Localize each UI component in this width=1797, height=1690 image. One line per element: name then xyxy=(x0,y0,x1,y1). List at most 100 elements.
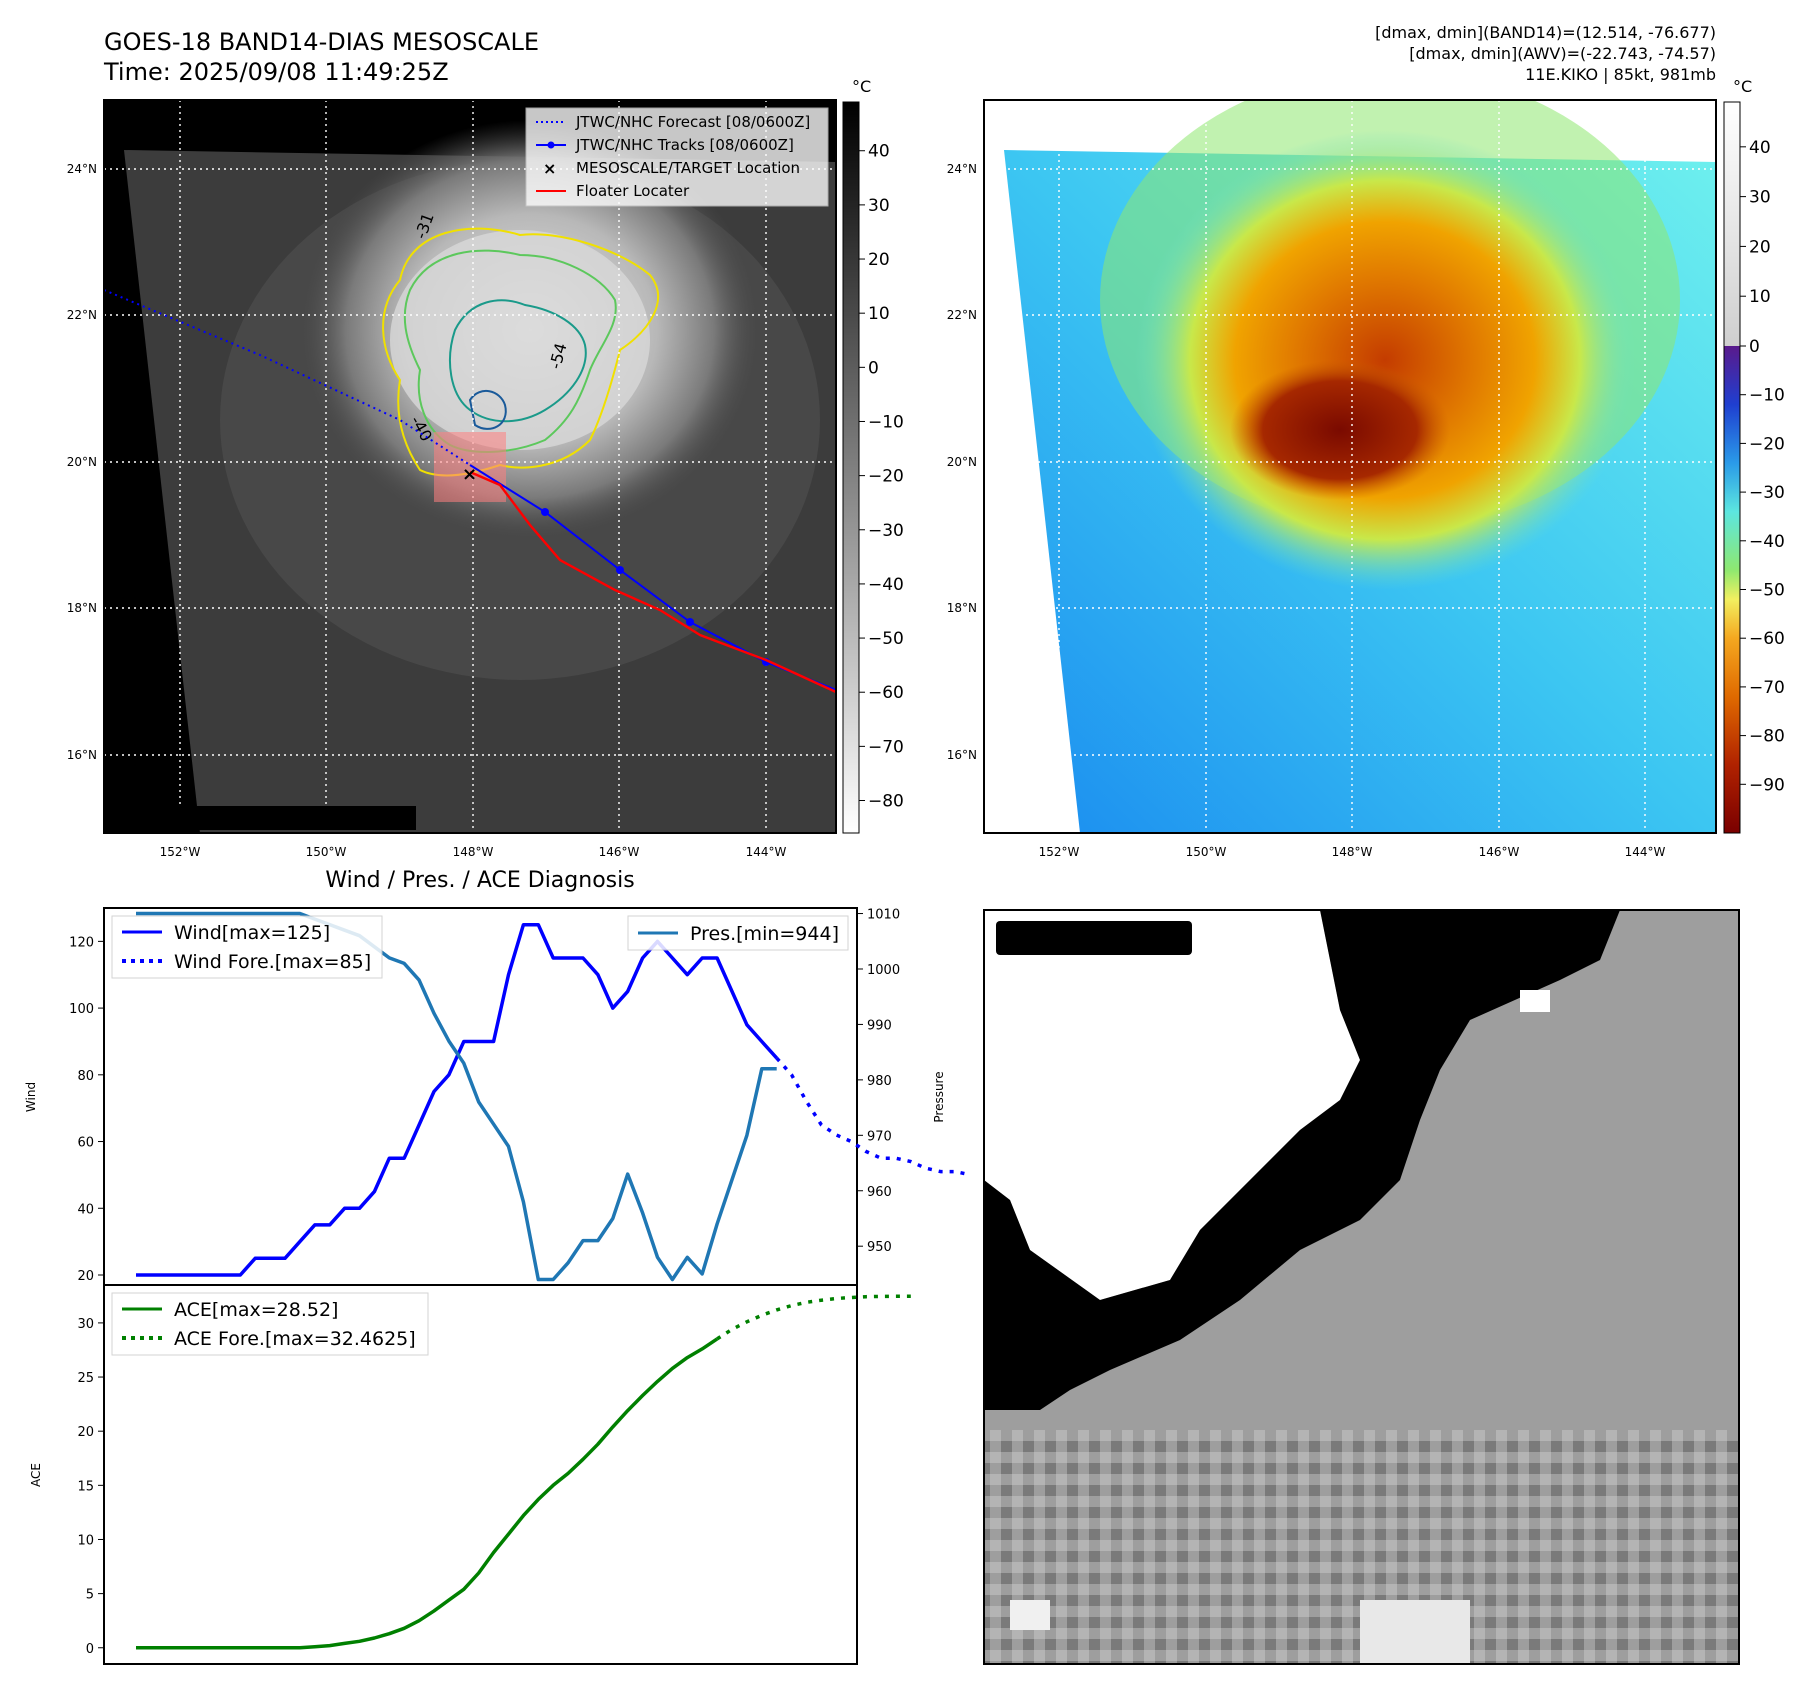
gray-colorbar-tick-6: −20 xyxy=(868,467,904,487)
ir-map-panel: -31 -54 -40 × Copy xyxy=(67,77,904,859)
ace-chart: ACE 0 5 10 15 20 25 30 ACE[max=28.52] ACE Fore… xyxy=(29,1284,911,1665)
color-colorbar-tick-12: −80 xyxy=(1749,727,1785,747)
wind-ytick-4: 100 xyxy=(69,1002,94,1017)
color-colorbar-tick-10: −60 xyxy=(1749,629,1785,649)
svg-text:24°N: 24°N xyxy=(947,162,977,176)
svg-text:146°W: 146°W xyxy=(1479,845,1520,859)
svg-text:144°W: 144°W xyxy=(1625,845,1666,859)
legend-forecast: JTWC/NHC Forecast [08/0600Z] xyxy=(575,113,810,131)
svg-text:20°N: 20°N xyxy=(947,455,977,469)
awv-map-panel: 24°N 22°N 20°N 18°N 16°N 152°W 150°W 148… xyxy=(947,77,1785,859)
contour-teal xyxy=(449,299,587,423)
ace-ytick-0: 0 xyxy=(86,1642,94,1657)
figure-title: GOES-18 BAND14-DIAS MESOSCALE xyxy=(104,28,539,56)
color-colorbar-tick-9: −50 xyxy=(1749,581,1785,601)
info-line-1: [dmax, dmin](BAND14)=(12.514, -76.677) xyxy=(1375,23,1716,42)
legend-ace: ACE[max=28.52] xyxy=(174,1299,338,1321)
gray-colorbar-tick-3: 10 xyxy=(868,304,890,324)
awv-gridlines xyxy=(984,100,1716,833)
series-wind-line xyxy=(136,922,779,1277)
gray-colorbar-unit: °C xyxy=(852,77,871,96)
floater-locator-track xyxy=(469,470,836,694)
wmg-count-badge xyxy=(996,921,1192,955)
ace-ytick-3: 15 xyxy=(77,1479,94,1494)
svg-text:×: × xyxy=(543,159,556,178)
target-marker: × xyxy=(462,464,477,485)
pressure-ytick-0: 950 xyxy=(867,1240,892,1255)
best-track xyxy=(469,464,836,691)
ace-ytick-4: 20 xyxy=(77,1425,94,1440)
pressure-ytick-2: 970 xyxy=(867,1129,892,1144)
wind-axis-label: Wind xyxy=(24,1082,38,1112)
gray-colorbar-tick-2: 20 xyxy=(868,250,890,270)
color-colorbar-tick-6: −20 xyxy=(1749,434,1785,454)
ace-axis-label: ACE xyxy=(29,1463,43,1487)
color-colorbar-tick-13: −90 xyxy=(1749,775,1785,795)
pressure-legend: Pres.[min=944] xyxy=(627,915,849,951)
wmg-black-region xyxy=(984,910,1620,1410)
color-colorbar: °C 40 30 20 10 0 −10 −20 −30 −40 −50 −60 −70 −80 −90 xyxy=(1723,77,1785,834)
awv-lat-ticks: 24°N 22°N 20°N 18°N 16°N xyxy=(947,162,977,762)
ace-legend: ACE[max=28.52] ACE Fore.[max=32.4625] xyxy=(111,1292,429,1356)
wind-ytick-3: 80 xyxy=(77,1069,94,1084)
legend-wind-forecast: Wind Fore.[max=85] xyxy=(174,951,371,973)
copyright-text: Copyright © 2020-2025 Dapiya xyxy=(108,809,387,828)
wmg-white-region xyxy=(984,910,1360,1300)
color-colorbar-tick-7: −30 xyxy=(1749,483,1785,503)
svg-text:22°N: 22°N xyxy=(947,308,977,322)
wmg-count-text: WMG Count: 65 xyxy=(1004,927,1187,951)
gray-colorbar: °C 40 30 20 10 0 −10 −20 −30 −40 −50 −60 −70 −80 xyxy=(842,77,904,834)
gray-colorbar-tick-0: 40 xyxy=(868,142,890,162)
pressure-ytick-1: 960 xyxy=(867,1185,892,1200)
legend-pressure: Pres.[min=944] xyxy=(690,923,839,945)
info-line-3: 11E.KIKO | 85kt, 981mb xyxy=(1525,65,1716,84)
svg-text:20°N: 20°N xyxy=(67,455,97,469)
ir-lon-ticks: 152°W 150°W 148°W 146°W 144°W xyxy=(160,845,787,859)
ace-ytick-5: 25 xyxy=(77,1371,94,1386)
color-colorbar-unit: °C xyxy=(1733,77,1752,96)
color-colorbar-tick-5: −10 xyxy=(1749,386,1785,406)
series-ace-line xyxy=(136,1337,719,1650)
svg-text:148°W: 148°W xyxy=(1332,845,1373,859)
gray-colorbar-tick-7: −30 xyxy=(868,521,904,541)
gray-colorbar-tick-4: 0 xyxy=(868,358,879,378)
diagnosis-title: Wind / Pres. / ACE Diagnosis xyxy=(325,868,634,893)
awv-lon-ticks: 152°W 150°W 148°W 146°W 144°W xyxy=(1039,845,1666,859)
gray-colorbar-tick-8: −40 xyxy=(868,575,904,595)
pressure-ytick-6: 1010 xyxy=(867,908,900,923)
mesoscale-target-box xyxy=(434,432,506,502)
svg-text:152°W: 152°W xyxy=(160,845,201,859)
svg-text:148°W: 148°W xyxy=(453,845,494,859)
wind-legend: Wind[max=125] Wind Fore.[max=85] xyxy=(111,915,383,979)
svg-text:22°N: 22°N xyxy=(67,308,97,322)
svg-text:18°N: 18°N xyxy=(947,601,977,615)
gray-colorbar-tick-12: −80 xyxy=(868,792,904,812)
color-colorbar-tick-3: 10 xyxy=(1749,287,1771,307)
wind-ytick-5: 120 xyxy=(69,935,94,950)
svg-text:18°N: 18°N xyxy=(67,601,97,615)
gray-colorbar-tick-9: −50 xyxy=(868,629,904,649)
copyright-box xyxy=(104,806,416,830)
contour-blue xyxy=(468,390,507,430)
wind-ytick-0: 20 xyxy=(77,1269,94,1284)
svg-text:24°N: 24°N xyxy=(67,162,97,176)
ace-ytick-1: 5 xyxy=(86,1588,94,1603)
svg-text:146°W: 146°W xyxy=(599,845,640,859)
color-colorbar-tick-1: 30 xyxy=(1749,188,1771,208)
legend-target: MESOSCALE/TARGET Location xyxy=(576,159,800,177)
wind-ytick-1: 40 xyxy=(77,1202,94,1217)
ace-ytick-6: 30 xyxy=(77,1317,94,1332)
svg-text:152°W: 152°W xyxy=(1039,845,1080,859)
storm-shield xyxy=(1135,130,1635,590)
svg-text:150°W: 150°W xyxy=(306,845,347,859)
color-colorbar-tick-4: 0 xyxy=(1749,337,1760,357)
color-colorbar-tick-11: −70 xyxy=(1749,678,1785,698)
gray-colorbar-tick-10: −60 xyxy=(868,683,904,703)
ace-ytick-2: 10 xyxy=(77,1533,94,1548)
forecast-track xyxy=(104,289,471,466)
svg-text:16°N: 16°N xyxy=(947,748,977,762)
map-legend: × JTWC/NHC Forecast [08/0600Z] JTWC/NHC … xyxy=(525,107,829,207)
legend-wind: Wind[max=125] xyxy=(174,922,330,944)
pressure-ytick-5: 1000 xyxy=(867,963,900,978)
color-colorbar-tick-8: −40 xyxy=(1749,532,1785,552)
